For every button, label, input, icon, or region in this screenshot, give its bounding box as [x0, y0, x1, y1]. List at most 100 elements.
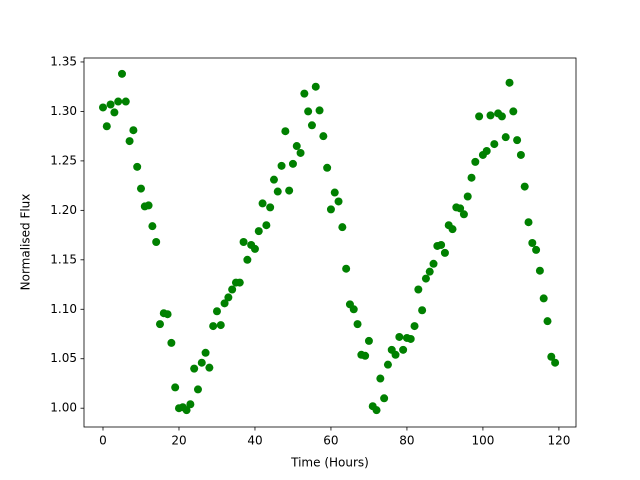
point [262, 221, 271, 230]
point [235, 278, 244, 287]
point [353, 320, 362, 329]
plot-frame [83, 57, 577, 428]
point [205, 363, 214, 372]
point [429, 259, 438, 268]
point [391, 350, 400, 359]
point [133, 162, 142, 171]
point [448, 225, 457, 234]
point [323, 163, 332, 172]
point [326, 205, 335, 214]
point [193, 385, 202, 394]
point [513, 136, 522, 145]
point [281, 127, 290, 136]
point [148, 222, 157, 231]
point [459, 210, 468, 219]
point [501, 133, 510, 142]
y-tick-label: 1.25 [50, 153, 77, 167]
point [307, 121, 316, 130]
x-tick-label: 100 [471, 434, 494, 448]
point [383, 360, 392, 369]
point [372, 406, 381, 415]
point [117, 69, 126, 78]
point [482, 146, 491, 155]
point [171, 383, 180, 392]
point [258, 199, 267, 208]
x-axis-label: Time (Hours) [290, 456, 369, 470]
point [467, 173, 476, 182]
point [292, 142, 301, 151]
y-axis-label: Normalised Flux [19, 194, 33, 291]
point [338, 223, 347, 232]
point [201, 348, 210, 357]
point [334, 197, 343, 206]
point [152, 238, 161, 247]
point [296, 148, 305, 157]
point [114, 97, 123, 106]
point [399, 345, 408, 354]
point [497, 112, 506, 121]
point [209, 322, 218, 331]
y-tick-label: 1.20 [50, 203, 77, 217]
point [121, 97, 130, 106]
y-tick-label: 1.10 [50, 302, 77, 316]
point [421, 274, 430, 283]
point [315, 106, 324, 115]
point [239, 238, 248, 247]
point [395, 332, 404, 341]
point [551, 358, 560, 367]
point [524, 218, 533, 227]
point [155, 320, 164, 329]
point [349, 305, 358, 314]
point [243, 255, 252, 264]
point [285, 186, 294, 195]
point [269, 175, 278, 184]
point [520, 182, 529, 191]
x-tick-label: 20 [171, 434, 186, 448]
point [220, 299, 229, 308]
point [300, 89, 309, 98]
point [266, 203, 275, 212]
point [380, 394, 389, 403]
y-tick-label: 1.30 [50, 104, 77, 118]
point [304, 107, 313, 116]
point [425, 267, 434, 276]
x-tick-label: 80 [399, 434, 414, 448]
point [197, 358, 206, 367]
x-tick-label: 40 [247, 434, 262, 448]
y-tick-label: 1.00 [50, 401, 77, 415]
point [516, 150, 525, 159]
y-tick-label: 1.35 [50, 54, 77, 68]
point [406, 334, 415, 343]
point [440, 248, 449, 257]
point [547, 352, 556, 361]
point [288, 159, 297, 168]
point [224, 293, 233, 302]
point [167, 338, 176, 347]
point [186, 400, 195, 409]
x-tick-label: 120 [547, 434, 570, 448]
point [212, 307, 221, 316]
point [228, 285, 237, 294]
point [364, 336, 373, 345]
point [486, 111, 495, 120]
point [410, 322, 419, 331]
y-tick-label: 1.15 [50, 252, 77, 266]
point [330, 188, 339, 197]
point [490, 140, 499, 149]
point [190, 364, 199, 373]
point [311, 82, 320, 91]
point [532, 245, 541, 254]
x-tick-label: 60 [323, 434, 338, 448]
point [414, 285, 423, 294]
point [528, 238, 537, 247]
point [342, 264, 351, 273]
point [463, 192, 472, 201]
point [319, 132, 328, 141]
point [163, 310, 172, 319]
point [102, 122, 111, 131]
point [361, 351, 370, 360]
point [539, 294, 548, 303]
point [273, 187, 282, 196]
